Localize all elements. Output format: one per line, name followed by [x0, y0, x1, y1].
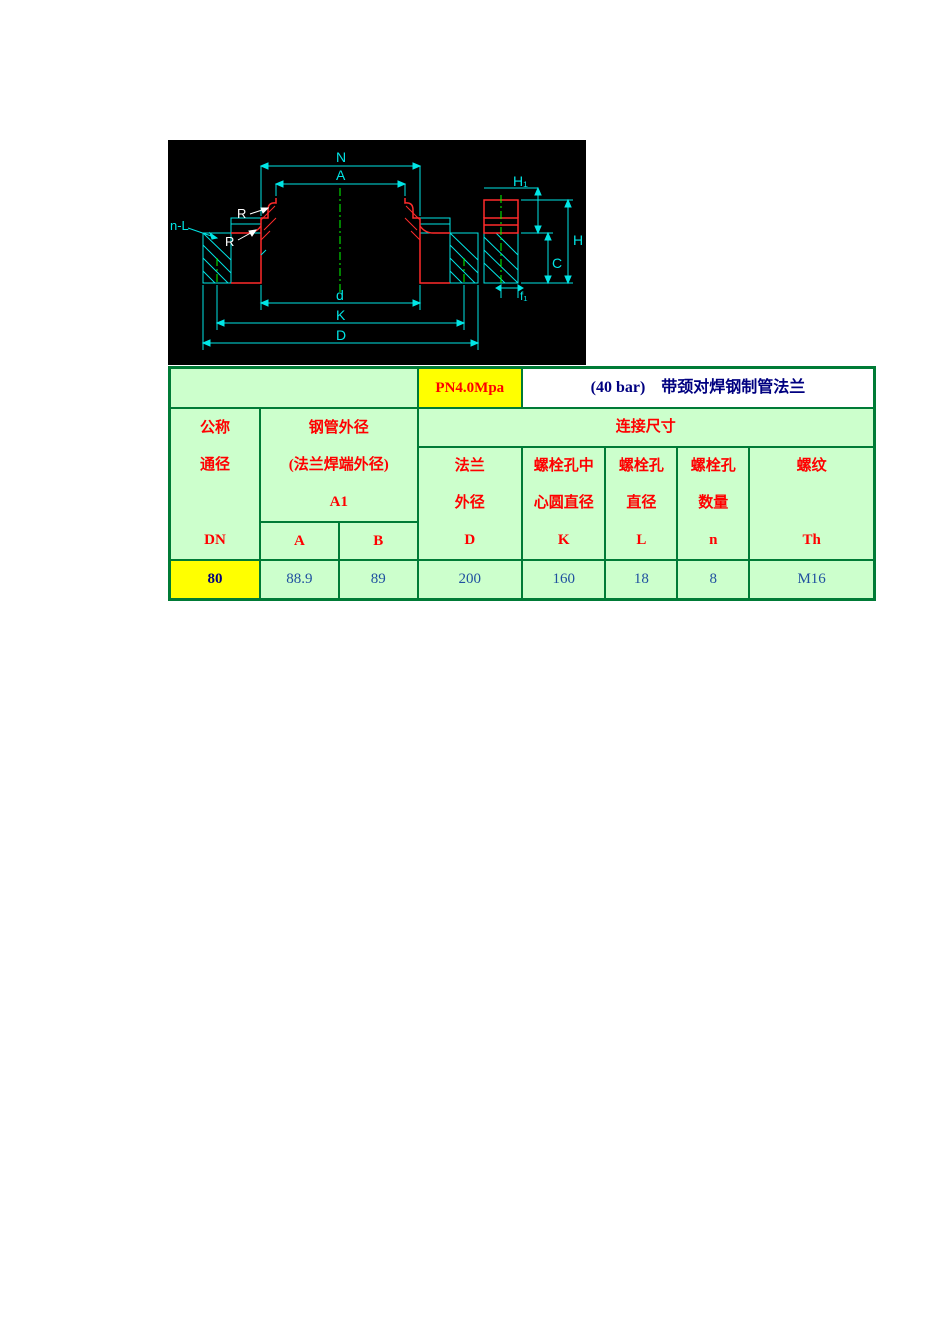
hdr-bolt-dia-l1: 螺栓孔: [605, 447, 677, 485]
hdr-A1: A1: [260, 484, 418, 522]
val-L: 18: [605, 560, 677, 599]
code-D: D: [418, 522, 522, 561]
dim-label-f1: f₁: [520, 289, 527, 303]
dim-label-N: N: [336, 149, 346, 165]
hdr-bolt-circle-l2: 心圆直径: [522, 484, 605, 522]
val-K: 160: [522, 560, 605, 599]
hdr-flange-l1: 法兰: [418, 447, 522, 485]
hdr-nominal-l1: 公称: [170, 408, 260, 447]
hdr-bolt-num-l1: 螺栓孔: [677, 447, 749, 485]
spec-table: PN4.0Mpa (40 bar) 带颈对焊钢制管法兰 公称 钢管外径 连接尺寸…: [168, 366, 876, 601]
val-n: 8: [677, 560, 749, 599]
code-L: L: [605, 522, 677, 561]
dim-label-nL: n-L: [170, 218, 189, 233]
dim-label-H: H: [573, 232, 583, 248]
val-DN: 80: [170, 560, 260, 599]
val-B: 89: [339, 560, 418, 599]
hdr-col1-blank: [170, 484, 260, 522]
flange-cad-diagram: N A H₁ H C f₁ d K D n-L R R: [168, 140, 586, 365]
dim-label-K: K: [336, 307, 346, 323]
hdr-bolt-dia-l2: 直径: [605, 484, 677, 522]
dim-label-R1: R: [237, 206, 246, 221]
dim-label-R2: R: [225, 234, 234, 249]
hdr-connection: 连接尺寸: [418, 408, 875, 447]
val-D: 200: [418, 560, 522, 599]
title-desc: (40 bar) 带颈对焊钢制管法兰: [522, 368, 875, 409]
hdr-nominal-l2: 通径: [170, 447, 260, 485]
val-A: 88.9: [260, 560, 339, 599]
hdr-thread-blank: [749, 484, 874, 522]
code-A: A: [260, 522, 339, 561]
dim-label-A: A: [336, 167, 346, 183]
hdr-bolt-circle-l1: 螺栓孔中: [522, 447, 605, 485]
code-n: n: [677, 522, 749, 561]
dim-label-d: d: [336, 287, 344, 303]
title-spacer: [170, 368, 418, 409]
code-B: B: [339, 522, 418, 561]
code-K: K: [522, 522, 605, 561]
hdr-thread-l1: 螺纹: [749, 447, 874, 485]
hdr-bolt-num-l2: 数量: [677, 484, 749, 522]
dim-label-H1: H₁: [513, 173, 528, 189]
code-Th: Th: [749, 522, 874, 561]
hdr-flange-l2: 外径: [418, 484, 522, 522]
val-Th: M16: [749, 560, 874, 599]
dim-label-C: C: [552, 255, 562, 271]
hdr-pipe-od-l1: 钢管外径: [260, 408, 418, 447]
title-pressure: PN4.0Mpa: [418, 368, 522, 409]
diagram-svg: N A H₁ H C f₁ d K D n-L R R: [168, 140, 586, 365]
flange-spec-table: PN4.0Mpa (40 bar) 带颈对焊钢制管法兰 公称 钢管外径 连接尺寸…: [168, 366, 876, 601]
hdr-pipe-od-l2: (法兰焊端外径): [260, 447, 418, 485]
code-DN: DN: [170, 522, 260, 561]
dim-label-D: D: [336, 327, 346, 343]
